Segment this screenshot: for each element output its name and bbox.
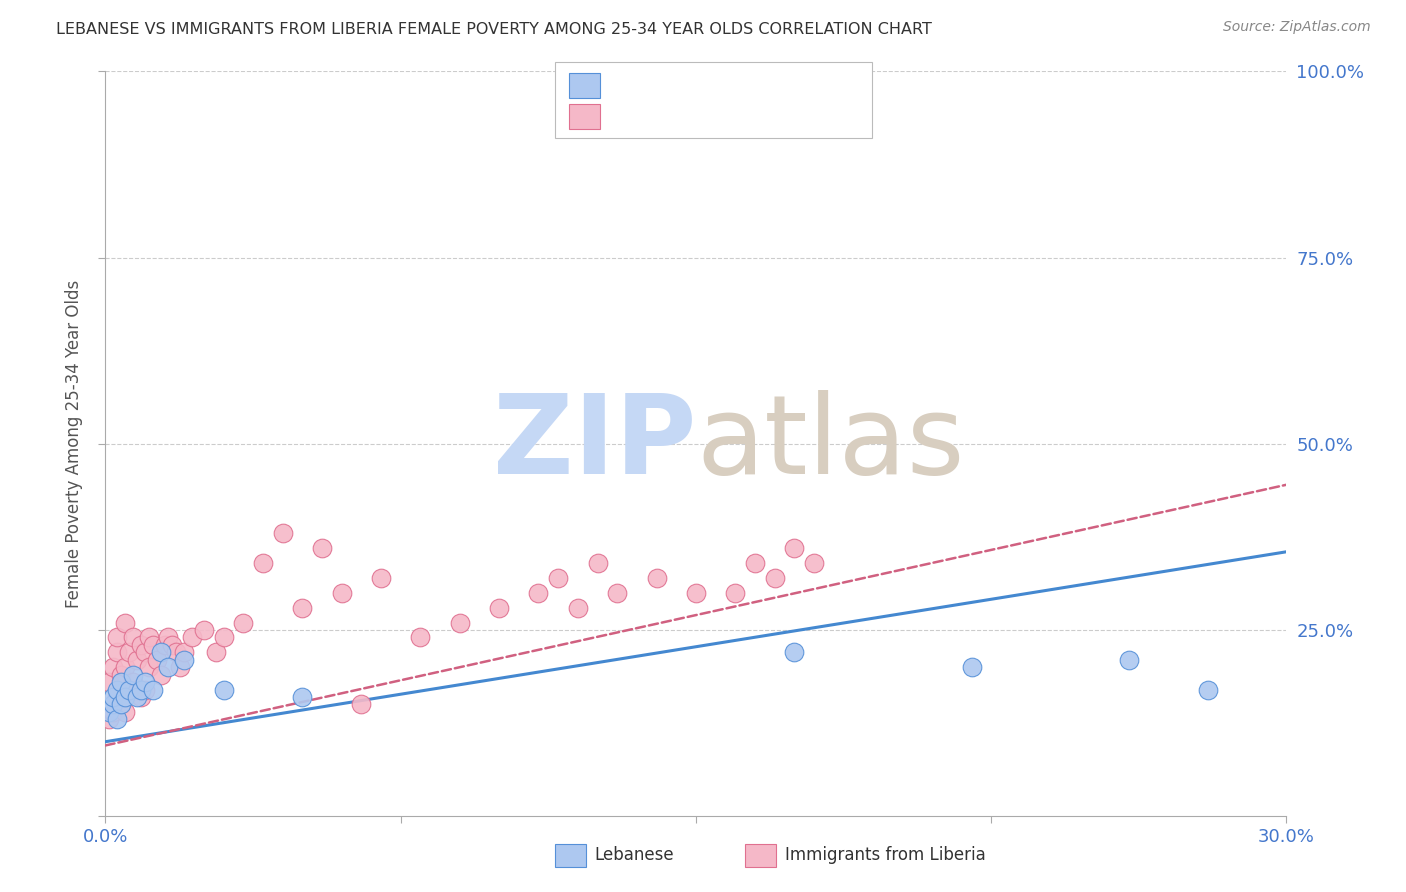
Point: [449, 615, 471, 630]
Point: [110, 698, 132, 712]
Point: [567, 87, 589, 101]
Point: [105, 712, 128, 726]
Point: [134, 645, 156, 659]
Point: [105, 631, 128, 645]
Point: [103, 698, 125, 712]
Point: [122, 675, 145, 690]
Point: [125, 690, 148, 704]
Point: [142, 682, 165, 697]
Point: [125, 682, 148, 697]
Text: R = 0.405   N = 60: R = 0.405 N = 60: [609, 107, 779, 125]
Text: R =  0.361   N = 24: R = 0.361 N = 24: [609, 76, 785, 94]
Point: [134, 675, 156, 690]
Point: [122, 631, 145, 645]
Text: Source: ZipAtlas.com: Source: ZipAtlas.com: [1223, 20, 1371, 34]
Point: [110, 675, 132, 690]
Point: [1197, 682, 1219, 697]
Point: [252, 556, 274, 570]
Point: [98, 712, 121, 726]
Point: [1118, 653, 1140, 667]
Text: atlas: atlas: [696, 391, 965, 497]
Point: [114, 660, 136, 674]
Point: [105, 690, 128, 704]
Point: [527, 586, 550, 600]
Point: [134, 682, 156, 697]
Point: [271, 526, 294, 541]
Point: [103, 660, 125, 674]
Point: [138, 631, 160, 645]
Point: [118, 682, 141, 697]
Point: [960, 660, 983, 674]
Point: [98, 675, 121, 690]
Point: [606, 586, 628, 600]
Point: [114, 690, 136, 704]
Point: [204, 645, 226, 659]
Point: [129, 638, 152, 652]
Point: [586, 556, 609, 570]
Point: [142, 638, 165, 652]
Point: [125, 653, 148, 667]
Point: [149, 667, 172, 681]
Text: LEBANESE VS IMMIGRANTS FROM LIBERIA FEMALE POVERTY AMONG 25-34 YEAR OLDS CORRELA: LEBANESE VS IMMIGRANTS FROM LIBERIA FEMA…: [56, 22, 932, 37]
Point: [122, 667, 145, 681]
Point: [212, 631, 235, 645]
Point: [291, 690, 314, 704]
Point: [193, 623, 215, 637]
Point: [330, 586, 353, 600]
Point: [110, 698, 132, 712]
Point: [547, 571, 569, 585]
Point: [783, 541, 806, 555]
Point: [724, 586, 747, 600]
Point: [311, 541, 333, 555]
Point: [105, 682, 128, 697]
Point: [98, 705, 121, 719]
Point: [212, 682, 235, 697]
Point: [114, 615, 136, 630]
Point: [103, 705, 125, 719]
Point: [173, 653, 195, 667]
Point: [153, 638, 176, 652]
Point: [118, 645, 141, 659]
Point: [783, 645, 806, 659]
Point: [157, 660, 180, 674]
Point: [488, 600, 510, 615]
Point: [803, 556, 825, 570]
Point: [162, 638, 184, 652]
Text: Lebanese: Lebanese: [595, 847, 675, 864]
Point: [105, 645, 128, 659]
Point: [118, 682, 141, 697]
Point: [129, 682, 152, 697]
Point: [763, 571, 786, 585]
Point: [149, 645, 172, 659]
Point: [744, 556, 766, 570]
Point: [169, 660, 191, 674]
Point: [291, 600, 314, 615]
Text: Immigrants from Liberia: Immigrants from Liberia: [785, 847, 986, 864]
Point: [138, 660, 160, 674]
Point: [350, 698, 373, 712]
Point: [129, 690, 152, 704]
Point: [110, 667, 132, 681]
Point: [103, 690, 125, 704]
Point: [114, 705, 136, 719]
Point: [173, 645, 195, 659]
Y-axis label: Female Poverty Among 25-34 Year Olds: Female Poverty Among 25-34 Year Olds: [65, 280, 83, 607]
Point: [157, 631, 180, 645]
Point: [567, 600, 589, 615]
Point: [145, 653, 167, 667]
Text: ZIP: ZIP: [492, 391, 696, 497]
Point: [232, 615, 254, 630]
Point: [685, 586, 707, 600]
Point: [165, 645, 187, 659]
Point: [181, 631, 204, 645]
Point: [645, 571, 668, 585]
Point: [370, 571, 392, 585]
Point: [409, 631, 432, 645]
